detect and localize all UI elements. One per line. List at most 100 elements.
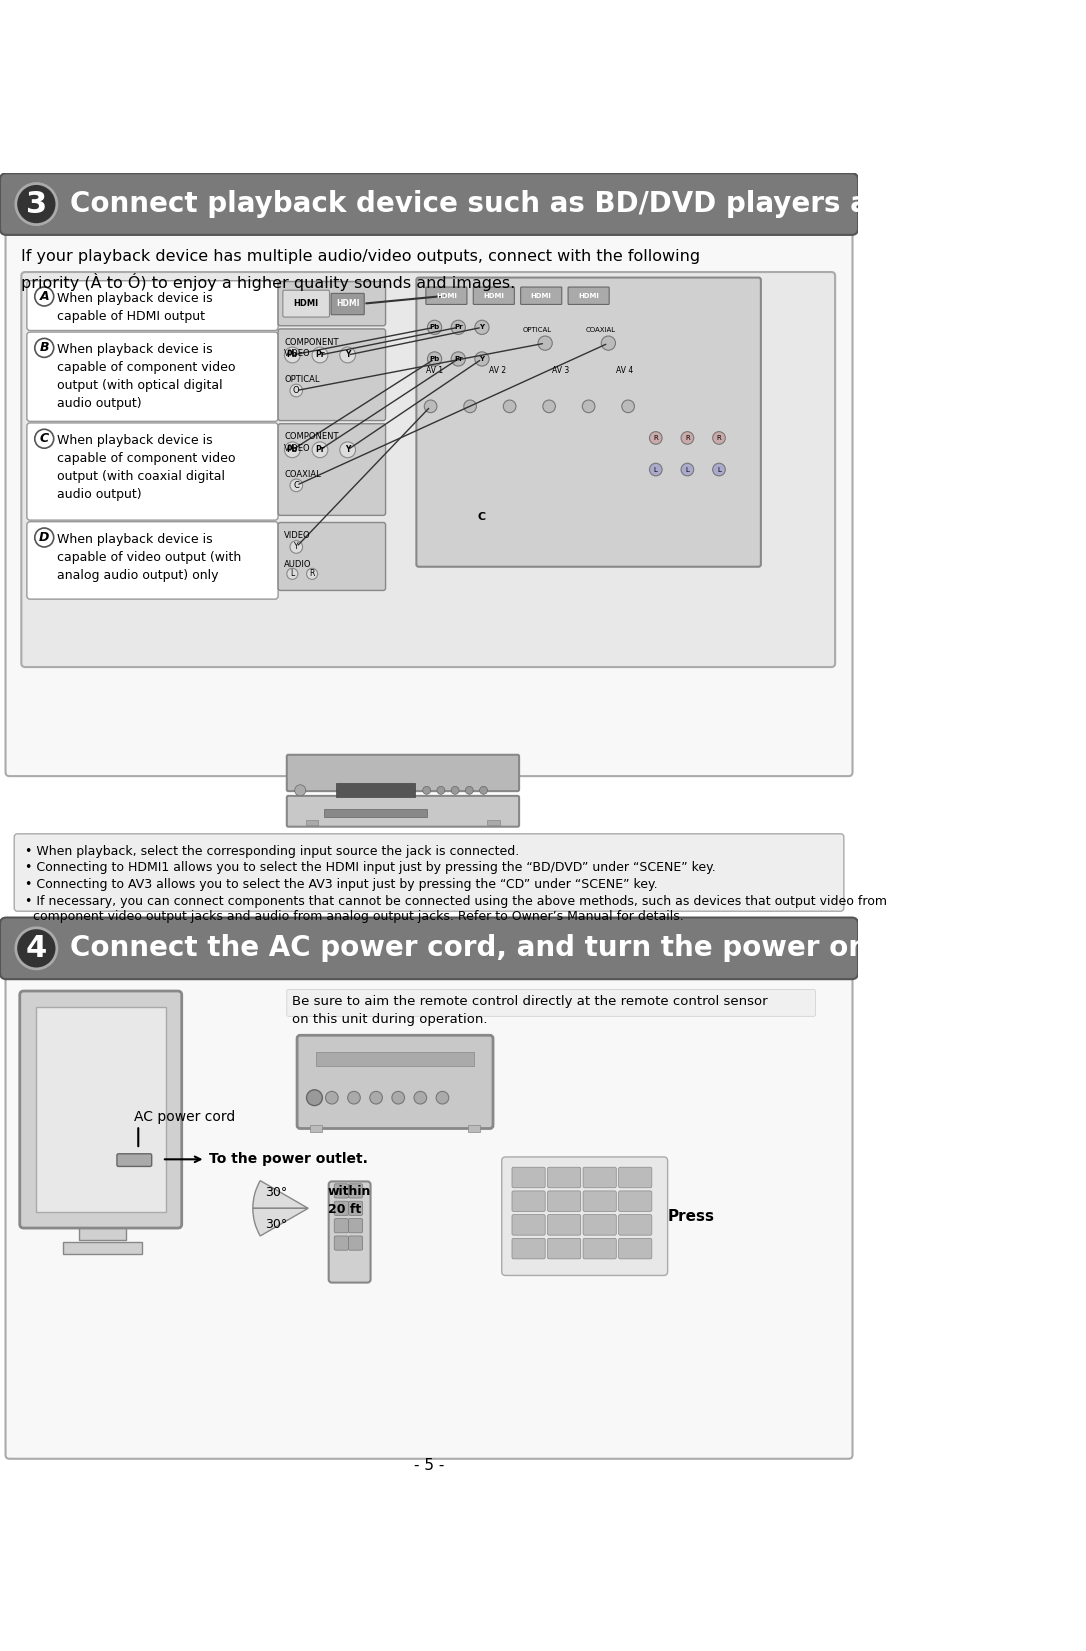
- FancyBboxPatch shape: [512, 1167, 545, 1187]
- FancyBboxPatch shape: [349, 1202, 363, 1215]
- FancyBboxPatch shape: [619, 1167, 652, 1187]
- Text: AV 1: AV 1: [426, 367, 443, 375]
- Circle shape: [35, 287, 53, 305]
- FancyBboxPatch shape: [278, 522, 386, 591]
- Circle shape: [287, 568, 298, 580]
- Circle shape: [312, 347, 328, 363]
- Circle shape: [290, 540, 303, 553]
- Circle shape: [290, 479, 303, 492]
- Text: HDMI: HDMI: [578, 292, 599, 299]
- FancyBboxPatch shape: [619, 1190, 652, 1212]
- Text: • Connecting to HDMI1 allows you to select the HDMI input just by pressing the “: • Connecting to HDMI1 allows you to sele…: [25, 862, 716, 875]
- FancyBboxPatch shape: [520, 287, 561, 304]
- FancyBboxPatch shape: [583, 1238, 616, 1258]
- FancyBboxPatch shape: [426, 287, 467, 304]
- Text: HDMI: HDMI: [483, 292, 504, 299]
- FancyBboxPatch shape: [502, 1157, 668, 1276]
- FancyBboxPatch shape: [27, 281, 278, 330]
- Text: AC power cord: AC power cord: [135, 1111, 236, 1124]
- Text: Pr: Pr: [454, 324, 463, 330]
- Text: COMPONENT
VIDEO: COMPONENT VIDEO: [285, 337, 339, 358]
- FancyBboxPatch shape: [349, 1184, 363, 1199]
- FancyBboxPatch shape: [334, 1184, 349, 1199]
- Text: A: A: [39, 291, 49, 304]
- Text: L: L: [717, 467, 721, 472]
- Text: Y: Y: [479, 324, 484, 330]
- Circle shape: [543, 400, 555, 413]
- FancyBboxPatch shape: [331, 294, 364, 315]
- Circle shape: [369, 1091, 382, 1105]
- Text: Pb: Pb: [287, 350, 298, 360]
- Circle shape: [428, 352, 442, 367]
- Circle shape: [712, 431, 725, 444]
- Circle shape: [285, 347, 300, 363]
- Text: HDMI: HDMI: [336, 299, 359, 309]
- FancyBboxPatch shape: [27, 522, 278, 599]
- FancyBboxPatch shape: [20, 991, 181, 1228]
- Circle shape: [428, 320, 442, 335]
- FancyBboxPatch shape: [0, 918, 858, 979]
- Bar: [324, 809, 427, 817]
- Text: COAXIAL: COAXIAL: [285, 469, 321, 479]
- Text: AV 2: AV 2: [489, 367, 506, 375]
- FancyBboxPatch shape: [583, 1190, 616, 1212]
- FancyBboxPatch shape: [547, 1190, 581, 1212]
- Text: When playback device is
capable of HDMI output: When playback device is capable of HDMI …: [56, 292, 213, 324]
- Text: When playback device is
capable of video output (with
analog audio output) only: When playback device is capable of video…: [56, 533, 241, 581]
- FancyBboxPatch shape: [278, 282, 386, 325]
- FancyBboxPatch shape: [298, 1035, 493, 1129]
- FancyBboxPatch shape: [334, 1218, 349, 1233]
- Bar: [79, 1223, 126, 1240]
- FancyBboxPatch shape: [583, 1215, 616, 1235]
- Text: Pb: Pb: [429, 357, 440, 362]
- Text: R: R: [310, 570, 315, 578]
- Text: Press: Press: [668, 1209, 715, 1223]
- Text: 30°: 30°: [265, 1185, 288, 1199]
- Wedge shape: [253, 1180, 308, 1209]
- Text: C: C: [40, 433, 49, 446]
- FancyBboxPatch shape: [512, 1215, 545, 1235]
- Circle shape: [16, 928, 56, 969]
- Bar: [316, 1052, 475, 1067]
- Text: 4: 4: [26, 934, 47, 963]
- Text: C: C: [293, 480, 300, 490]
- Circle shape: [480, 786, 488, 794]
- Text: Y: Y: [294, 543, 299, 551]
- Text: - 5 -: - 5 -: [414, 1458, 444, 1473]
- FancyBboxPatch shape: [22, 272, 835, 667]
- Text: • When playback, select the corresponding input source the jack is connected.: • When playback, select the correspondin…: [25, 845, 519, 859]
- Text: Y: Y: [345, 446, 351, 454]
- FancyBboxPatch shape: [0, 173, 858, 234]
- Circle shape: [340, 442, 355, 457]
- Bar: [63, 1242, 142, 1255]
- Text: When playback device is
capable of component video
output (with coaxial digital
: When playback device is capable of compo…: [56, 434, 236, 500]
- Text: HDMI: HDMI: [293, 299, 318, 309]
- FancyBboxPatch shape: [349, 1218, 363, 1233]
- Circle shape: [437, 786, 445, 794]
- Text: OPTICAL: OPTICAL: [285, 375, 320, 383]
- Text: HDMI: HDMI: [531, 292, 552, 299]
- FancyBboxPatch shape: [14, 834, 844, 911]
- FancyBboxPatch shape: [473, 287, 515, 304]
- Text: Pb: Pb: [287, 446, 298, 454]
- Circle shape: [35, 338, 53, 357]
- Text: O: O: [293, 386, 300, 395]
- FancyBboxPatch shape: [547, 1238, 581, 1258]
- Text: within
20 ft: within 20 ft: [328, 1185, 371, 1215]
- Text: Pr: Pr: [315, 446, 325, 454]
- Circle shape: [681, 464, 694, 475]
- Text: L: L: [685, 467, 690, 472]
- FancyBboxPatch shape: [547, 1215, 581, 1235]
- FancyBboxPatch shape: [287, 796, 519, 827]
- Text: AUDIO: AUDIO: [285, 560, 312, 568]
- Bar: [468, 1126, 480, 1131]
- Text: AV 3: AV 3: [553, 367, 569, 375]
- Circle shape: [414, 1091, 427, 1105]
- Text: If your playback device has multiple audio/video outputs, connect with the follo: If your playback device has multiple aud…: [22, 249, 700, 291]
- FancyBboxPatch shape: [27, 423, 278, 520]
- Circle shape: [451, 786, 459, 794]
- Text: COAXIAL: COAXIAL: [585, 327, 616, 334]
- Circle shape: [392, 1091, 404, 1105]
- Circle shape: [681, 431, 694, 444]
- Circle shape: [340, 347, 355, 363]
